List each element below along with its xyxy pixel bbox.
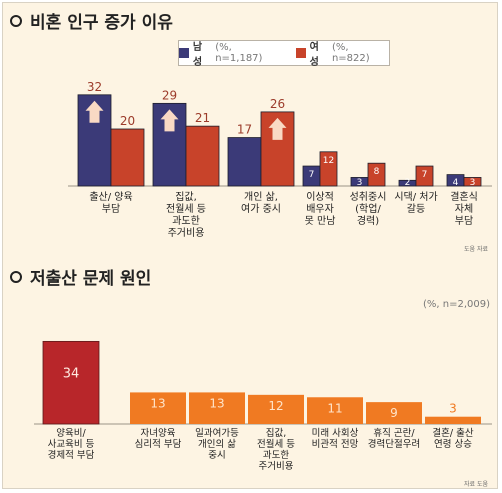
chart1-category-label-5: 시댁/ 처가 [394,191,437,203]
legend-label-male: 남성 [192,42,203,68]
chart2-value-3: 12 [268,399,283,413]
chart1-category-label-1: 주거비용 [168,227,205,239]
chart1-legend: 남성 (%, n=1,187) 여성 (%, n=822) [178,38,390,68]
chart1-value-male-3: 7 [309,170,315,180]
chart1-value-male-2: 17 [237,123,252,137]
legend-label-female: 여성 [309,42,319,68]
chart1-category-label-1: 전월세 등 [166,203,206,215]
chart1-category-label-4: 경력) [357,214,379,227]
chart1-category-label-5: 갈등 [407,202,425,215]
chart1-value-female-4: 8 [374,167,380,177]
chart1-category-label-2: 개인 삶, [244,191,278,203]
chart1-category-label-1: 집값, [175,191,197,203]
chart2-bar-1 [130,392,186,424]
chart2-category-label-0: 사교육비 등 [48,439,95,450]
chart1-value-male-0: 32 [87,80,102,94]
chart2-title: 저출산 문제 원인 [30,269,152,289]
chart2-source: 자료 도움 [464,481,488,488]
chart2-value-2: 13 [209,396,224,410]
chart2-category-label-1: 자녀양육 [141,428,176,439]
chart1-category-label-6: 자체 [455,203,473,215]
chart2-bar-0 [42,340,100,425]
chart1-value-male-5: 2 [405,178,411,188]
legend-swatch-female [295,48,306,58]
chart2-category-label-3: 주거비용 [259,461,294,472]
chart1-value-male-6: 4 [453,178,459,188]
chart1-bar-female-0 [110,128,145,187]
chart1-bar-female-3 [319,151,338,187]
chart2-bar-4 [307,397,363,424]
chart1-value-female-1: 21 [195,111,210,125]
chart2-category-label-5: 휴직 곤란/ [373,427,415,439]
chart1-category-label-0: 출산/ 양육 [89,191,132,203]
chart1-category-label-1: 과도한 [172,215,200,227]
chart2-value-4: 11 [327,401,342,415]
chart1-category-label-6: 결혼식 [450,190,478,203]
chart1-bar-female-1 [185,125,220,187]
chart2-category-label-6: 결혼/ 출산 [432,427,473,439]
chart2-category-label-2: 개인의 삶 [198,439,236,450]
chart1-category-label-2: 여가 중시 [241,203,281,215]
chart1-up-arrow-icon [85,100,104,123]
chart1-value-female-0: 20 [120,114,135,128]
chart2-category-label-4: 비관적 전망 [312,438,359,450]
chart1-up-arrow-icon [268,117,287,140]
chart2-category-label-3: 집값, [266,427,287,439]
chart1-source: 도움 자료 [464,246,488,253]
chart2-category-label-2: 일과여가등 [195,427,239,439]
legend-note-male: (%, n=1,187) [215,42,263,64]
chart2-value-0: 34 [63,366,80,381]
chart2-bar-3 [248,394,304,424]
chart1-bar-female-6 [463,177,482,187]
chart2-bar-6 [425,416,481,424]
chart2-value-5: 9 [390,406,398,420]
chart2-category-label-3: 과도한 [263,450,289,461]
legend-note-female: (%, n=822) [331,42,370,64]
chart1-category-label-4: 성취중시 [350,191,387,203]
chart2-bar-2 [189,392,245,424]
legend-swatch-male [179,48,189,58]
chart1-category-label-4: (학업/ [355,202,381,215]
chart2-category-label-0: 경제적 부담 [48,449,95,461]
chart2-category-label-5: 경력단절우려 [368,438,420,450]
chart1-value-female-2: 26 [270,97,285,111]
legend-item-male: 남성 (%, n=1,187) [179,38,282,68]
chart1-category-label-0: 부담 [102,203,120,215]
chart1-value-male-4: 3 [357,178,363,188]
chart2-category-label-1: 심리적 부담 [135,438,182,450]
chart2-category-label-0: 양육비/ [56,428,86,439]
chart1-up-arrow-icon [160,109,179,132]
chart2-bar-5 [366,402,422,424]
chart1-category-label-6: 부담 [455,215,473,227]
chart1-category-label-3: 못 만남 [305,215,336,227]
chart1-bar-female-5 [415,165,434,187]
chart1-bar-female-4 [367,162,386,187]
circle-bullet-icon [10,270,22,283]
chart1-category-label-3: 배우자 [306,203,334,215]
chart2-category-label-3: 전월세 등 [257,438,295,450]
chart2-value-1: 13 [150,396,165,410]
chart1-value-female-3: 12 [323,156,334,166]
chart1-title: 비혼 인구 증가 이유 [30,13,173,33]
chart1-value-female-5: 7 [422,170,428,180]
chart2-category-label-4: 미래 사회상 [312,428,359,439]
chart1-title-row: 비혼 인구 증가 이유 [10,8,173,33]
chart2-category-label-2: 중시 [208,450,225,461]
chart1-category-label-3: 이상적 [306,191,334,203]
legend-item-female: 여성 (%, n=822) [295,38,389,68]
chart2-title-row: 저출산 문제 원인 [10,264,151,289]
chart2-category-label-6: 연령 상승 [434,438,472,450]
chart1-value-female-6: 3 [470,178,476,188]
chart2-sample-note: (%, n=2,009) [422,299,490,310]
chart1-value-male-1: 29 [162,88,177,102]
circle-bullet-icon [10,14,22,27]
chart1-bar-male-2 [227,137,262,187]
chart2-value-6: 3 [449,402,457,416]
